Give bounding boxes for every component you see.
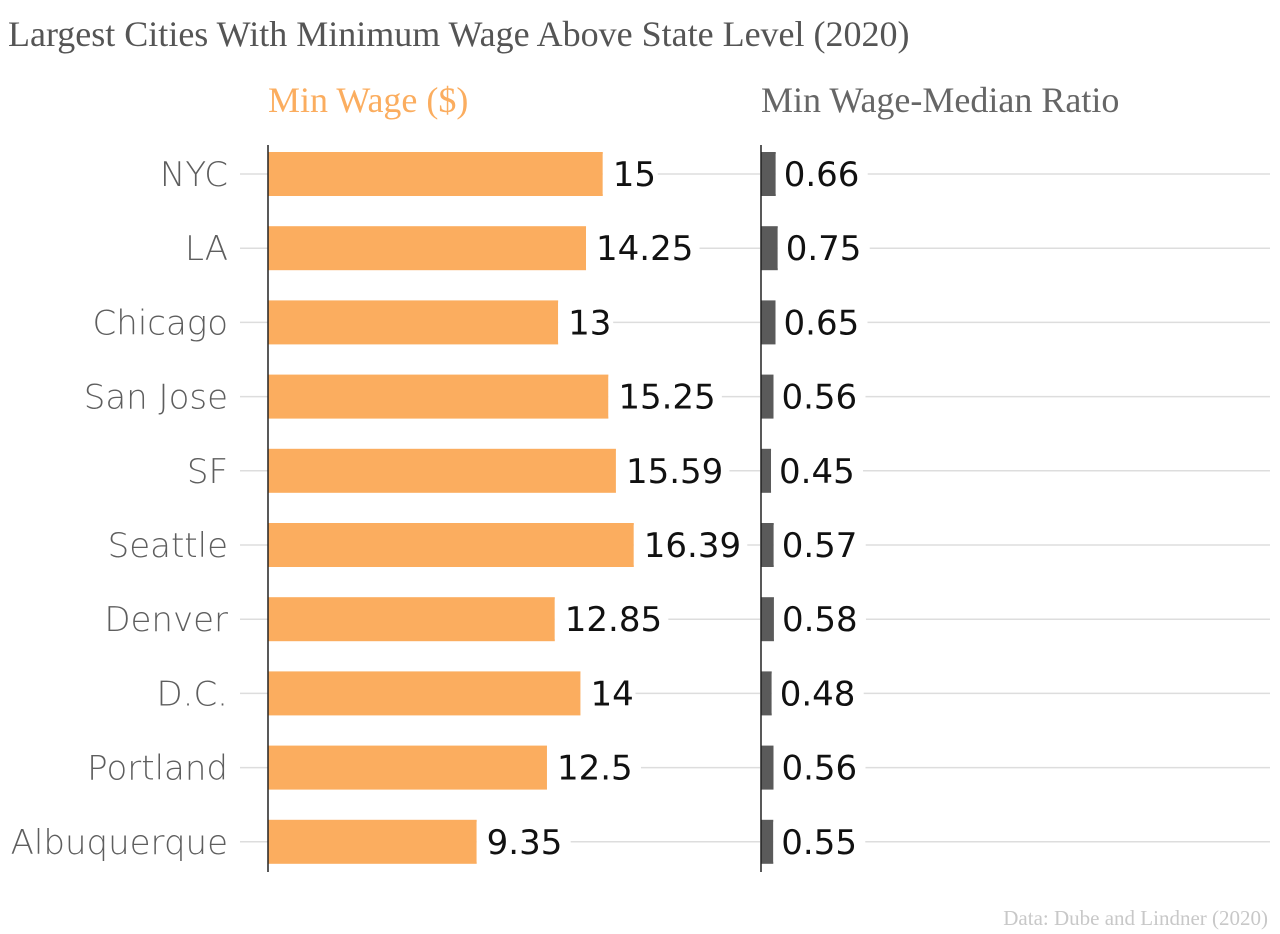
- value-label-min-wage: 14.25: [596, 229, 693, 269]
- label-backdrop: [602, 154, 658, 194]
- bar-ratio: [761, 745, 774, 790]
- series-header-ratio: Min Wage-Median Ratio: [761, 80, 1119, 120]
- value-label-ratio: 0.55: [781, 823, 857, 863]
- bar-min-wage: [268, 745, 547, 790]
- label-backdrop: [580, 673, 636, 714]
- value-label-ratio: 0.56: [781, 378, 857, 418]
- value-label-ratio: 0.75: [786, 229, 862, 269]
- bar-min-wage: [268, 448, 616, 493]
- bar-min-wage: [268, 671, 581, 716]
- bar-ratio: [761, 819, 774, 864]
- bar-ratio: [761, 374, 774, 419]
- value-label-min-wage: 14: [590, 674, 633, 714]
- label-backdrop: [615, 450, 730, 491]
- value-label-ratio: 0.57: [782, 526, 858, 566]
- value-label-min-wage: 15.59: [626, 452, 723, 492]
- category-label: Albuquerque: [11, 823, 228, 863]
- bar-ratio: [761, 597, 774, 642]
- bar-min-wage: [268, 597, 555, 642]
- value-label-ratio: 0.56: [781, 749, 857, 789]
- category-label: NYC: [160, 155, 228, 195]
- label-backdrop: [771, 673, 864, 714]
- value-label-ratio: 0.58: [782, 600, 858, 640]
- label-backdrop: [546, 747, 641, 788]
- bar-min-wage: [268, 300, 559, 345]
- bar-min-wage: [268, 226, 587, 271]
- bar-ratio: [761, 226, 778, 271]
- label-backdrop: [773, 821, 866, 862]
- label-backdrop: [773, 599, 866, 640]
- bar-ratio: [761, 152, 776, 196]
- category-label: LA: [185, 229, 228, 269]
- label-backdrop: [773, 747, 866, 788]
- value-label-min-wage: 15.25: [618, 378, 715, 418]
- label-backdrop: [586, 228, 700, 269]
- bar-min-wage: [268, 152, 603, 196]
- chart-title: Largest Cities With Minimum Wage Above S…: [8, 14, 910, 54]
- label-backdrop: [775, 302, 868, 343]
- value-label-min-wage: 12.5: [557, 749, 633, 789]
- bar-min-wage: [268, 819, 477, 864]
- bar-ratio: [761, 448, 772, 493]
- bar-ratio: [761, 300, 776, 345]
- category-label: Denver: [104, 600, 228, 640]
- category-label: Portland: [87, 749, 228, 789]
- value-label-ratio: 0.66: [784, 155, 860, 195]
- category-label: Seattle: [108, 526, 228, 566]
- value-label-min-wage: 9.35: [487, 823, 563, 863]
- bar-ratio: [761, 671, 772, 716]
- value-label-min-wage: 16.39: [644, 526, 741, 566]
- category-label: Chicago: [93, 303, 228, 343]
- category-label: San Jose: [84, 378, 228, 418]
- label-backdrop: [777, 228, 870, 269]
- label-backdrop: [608, 376, 722, 417]
- bar-min-wage: [268, 374, 609, 419]
- category-label: SF: [187, 452, 228, 492]
- label-backdrop: [558, 302, 614, 343]
- bar-ratio: [761, 523, 774, 567]
- value-label-ratio: 0.45: [779, 452, 855, 492]
- value-label-min-wage: 12.85: [565, 600, 662, 640]
- gridlines: [240, 173, 1270, 843]
- label-backdrop: [773, 376, 866, 417]
- bar-min-wage: [268, 523, 634, 567]
- bars: [268, 152, 870, 864]
- category-label: D.C.: [156, 674, 228, 714]
- labels: NYC 15 0.66 LA 14.25 0.75 Chicago 13 0.65 San Jos…: [11, 155, 862, 863]
- value-label-min-wage: 15: [613, 155, 656, 195]
- series-header-min-wage: Min Wage ($): [268, 80, 468, 120]
- label-backdrop: [476, 821, 571, 862]
- value-label-ratio: 0.65: [784, 303, 860, 343]
- label-backdrop: [554, 599, 669, 640]
- label-backdrop: [775, 154, 868, 194]
- label-backdrop: [633, 525, 748, 565]
- value-label-ratio: 0.48: [780, 674, 856, 714]
- value-label-min-wage: 13: [568, 303, 611, 343]
- label-backdrop: [771, 450, 864, 491]
- label-backdrop: [773, 525, 866, 565]
- source-note: Data: Dube and Lindner (2020): [1003, 906, 1268, 930]
